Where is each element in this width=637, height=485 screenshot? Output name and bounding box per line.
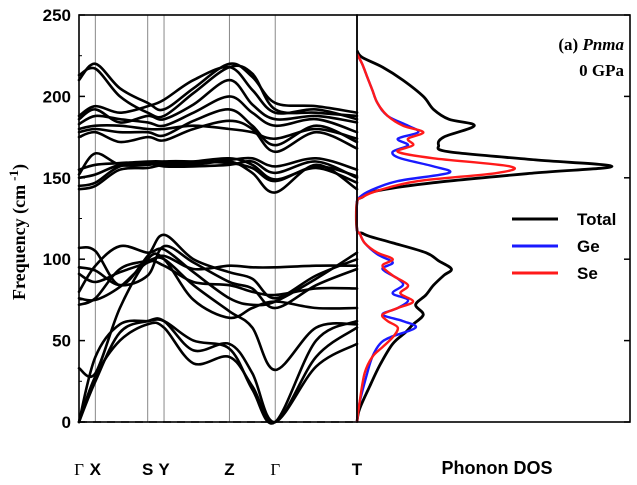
dos-series [354, 49, 614, 423]
phonon-branch-4 [77, 252, 359, 379]
phonon-branch-3 [77, 321, 359, 424]
phonon-branch-15 [77, 152, 359, 183]
phonon-branches [77, 62, 359, 425]
phonon-branch-16 [77, 119, 359, 154]
frequency-ticks: 0 50 100 150 200 250 [43, 6, 85, 432]
phonon-branch-2 [77, 317, 359, 424]
dos-axis-label: Phonon DOS [442, 458, 553, 478]
legend-label-ge: Ge [577, 237, 600, 256]
phonon-branch-10 [77, 233, 359, 300]
y-tick-label: 250 [43, 6, 71, 25]
phonon-branch-22 [77, 62, 359, 114]
y-tick-label: 0 [62, 413, 71, 432]
phonon-branch-20 [77, 78, 359, 124]
legend: Total Ge Se [512, 210, 616, 283]
kpath-label: S [142, 460, 153, 479]
y-tick-label: 200 [43, 87, 71, 106]
kpath-label: T [352, 460, 363, 479]
structure-annotation: (a) Pnma [558, 35, 624, 54]
phonon-branch-9 [77, 244, 359, 310]
phonon-branch-11 [77, 159, 359, 194]
kpath-guide-lines [94, 15, 276, 422]
y-axis-label: Frequency (cm-1) [6, 164, 30, 300]
dos-frame [356, 14, 631, 423]
y-tick-label: 150 [43, 169, 71, 188]
dispersion-frame [78, 14, 358, 423]
kpath-label: Γ [270, 460, 280, 479]
phonon-branch-13 [77, 159, 359, 180]
phonon-branch-17 [77, 108, 359, 147]
phonon-branch-23 [77, 64, 359, 119]
pressure-annotation: 0 GPa [579, 61, 624, 80]
legend-label-se: Se [577, 264, 598, 283]
y-tick-label: 100 [43, 250, 71, 269]
phonon-branch-7 [77, 244, 359, 307]
dos-panel [354, 14, 631, 423]
phonon-branch-18 [77, 124, 359, 141]
phonon-branch-1 [77, 318, 359, 425]
kpath-label: Y [158, 460, 170, 479]
dos-line-total [354, 49, 614, 423]
y-tick-label: 50 [52, 332, 71, 351]
kpath-label: Γ [74, 460, 84, 479]
kpath-label: X [90, 460, 102, 479]
kpath-label: Z [224, 460, 234, 479]
dos-ticks [624, 14, 630, 423]
phonon-branch-8 [77, 254, 359, 284]
phonon-branch-14 [77, 156, 359, 171]
legend-label-total: Total [577, 210, 616, 229]
